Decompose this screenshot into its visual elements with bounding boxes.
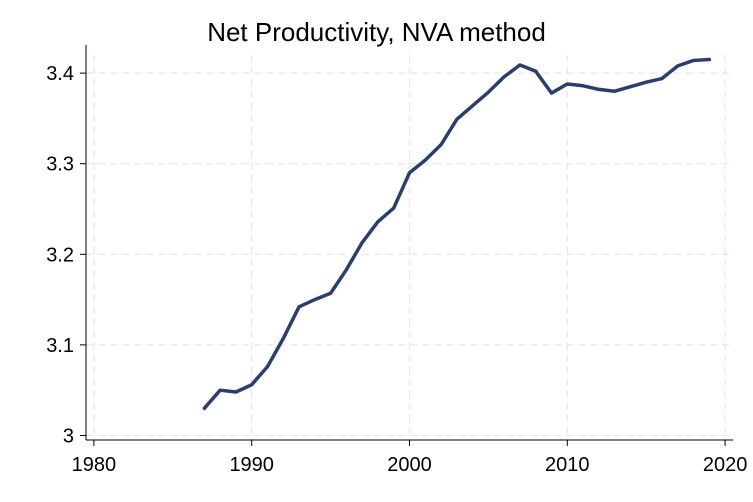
x-tick-label-3: 2010 bbox=[545, 454, 590, 476]
grid-layer bbox=[86, 55, 733, 440]
data-point bbox=[660, 77, 664, 81]
x-tick-label-4: 2020 bbox=[703, 454, 748, 476]
data-point bbox=[644, 80, 648, 84]
y-tick-label-3: 3.3 bbox=[46, 154, 74, 176]
data-point bbox=[423, 158, 427, 162]
data-point bbox=[486, 90, 490, 94]
x-tick-label-0: 1980 bbox=[72, 454, 117, 476]
data-point bbox=[565, 82, 569, 86]
data-point bbox=[534, 69, 538, 73]
data-point bbox=[392, 206, 396, 210]
data-point bbox=[408, 171, 411, 175]
data-point bbox=[676, 64, 680, 68]
data-point bbox=[281, 337, 285, 341]
series-layer bbox=[202, 57, 712, 411]
data-point bbox=[360, 241, 364, 245]
data-point bbox=[202, 406, 206, 410]
data-point bbox=[329, 291, 333, 295]
y-tick-label-0: 3 bbox=[63, 425, 74, 447]
series-line-0 bbox=[202, 57, 712, 411]
data-point bbox=[550, 91, 554, 95]
data-point bbox=[265, 365, 269, 369]
y-tick-label-2: 3.2 bbox=[46, 244, 74, 266]
y-tick-label-4: 3.4 bbox=[46, 63, 74, 85]
y-tick-label-1: 3.1 bbox=[46, 335, 74, 357]
data-point bbox=[628, 85, 632, 89]
data-point bbox=[692, 58, 696, 62]
data-point bbox=[313, 298, 317, 302]
data-point bbox=[297, 305, 301, 309]
axis-layer: 3 3.1 3.2 3.3 3.4 1980 1990 2000 2010 2020 bbox=[46, 45, 747, 476]
x-tick-label-1: 1990 bbox=[229, 454, 274, 476]
data-point bbox=[518, 63, 522, 67]
chart-title: Net Productivity, NVA method bbox=[207, 17, 546, 47]
data-point bbox=[218, 388, 222, 392]
data-point bbox=[581, 84, 585, 88]
x-tick-label-2: 2000 bbox=[387, 454, 432, 476]
data-point bbox=[439, 143, 443, 147]
data-point bbox=[344, 268, 348, 272]
data-point bbox=[471, 104, 475, 108]
data-point bbox=[707, 58, 711, 62]
data-point bbox=[613, 89, 617, 93]
data-point bbox=[250, 383, 254, 387]
data-point bbox=[455, 117, 459, 121]
data-point bbox=[597, 87, 601, 91]
data-point bbox=[376, 220, 380, 224]
data-point bbox=[502, 75, 506, 79]
data-point bbox=[234, 390, 238, 394]
